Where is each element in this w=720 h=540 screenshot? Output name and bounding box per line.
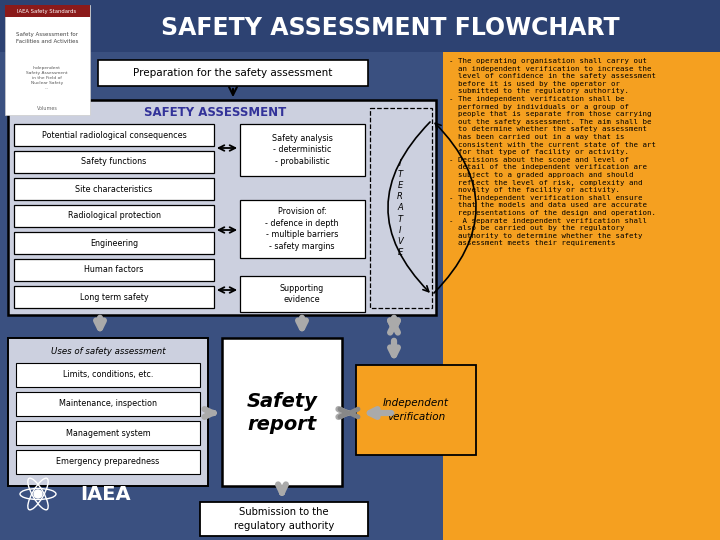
Bar <box>200 502 368 536</box>
Text: IAEA: IAEA <box>80 484 130 503</box>
Bar <box>14 151 214 173</box>
Bar <box>0 0 720 52</box>
Text: Uses of safety assessment: Uses of safety assessment <box>50 348 166 356</box>
Text: Safety analysis
- deterministic
- probabilistic: Safety analysis - deterministic - probab… <box>271 134 333 166</box>
Bar <box>16 392 200 416</box>
Bar <box>222 338 342 486</box>
Bar <box>370 108 432 308</box>
Text: Radiological protection: Radiological protection <box>68 212 161 220</box>
Text: Management system: Management system <box>66 429 150 437</box>
Bar <box>14 232 214 254</box>
Text: Safety functions: Safety functions <box>81 158 147 166</box>
Bar <box>14 205 214 227</box>
Text: SAFETY ASSESSMENT FLOWCHART: SAFETY ASSESSMENT FLOWCHART <box>161 16 619 40</box>
Bar <box>240 276 365 312</box>
Text: Safety
report: Safety report <box>246 392 318 434</box>
Bar <box>370 108 432 308</box>
Text: Submission to the
regulatory authority: Submission to the regulatory authority <box>234 508 334 531</box>
Text: Safety Assessment for
Facilities and Activities: Safety Assessment for Facilities and Act… <box>16 32 78 44</box>
Text: Preparation for the safety assessment: Preparation for the safety assessment <box>133 68 333 78</box>
Text: SAFETY ASSESSMENT: SAFETY ASSESSMENT <box>144 106 286 119</box>
Bar <box>14 178 214 200</box>
Text: Human factors: Human factors <box>84 266 144 274</box>
Text: Site characteristics: Site characteristics <box>76 185 153 193</box>
Text: IAEA Safety Standards: IAEA Safety Standards <box>17 9 76 14</box>
Text: Supporting
evidence: Supporting evidence <box>280 284 324 304</box>
Text: Independent
verification: Independent verification <box>383 399 449 422</box>
Bar <box>240 200 365 258</box>
Text: - The operating organisation shall carry out
  an independent verification to in: - The operating organisation shall carry… <box>449 58 656 246</box>
Bar <box>16 363 200 387</box>
Bar <box>14 286 214 308</box>
Bar <box>5 5 90 115</box>
Text: Potential radiological consequences: Potential radiological consequences <box>42 131 186 139</box>
Bar <box>356 365 476 455</box>
Bar <box>16 450 200 474</box>
Bar <box>5 5 90 17</box>
Bar <box>240 124 365 176</box>
Text: Provision of:
- defence in depth
- multiple barriers
- safety margins: Provision of: - defence in depth - multi… <box>265 207 338 251</box>
Text: I
T
E
R
A
T
I
V
E: I T E R A T I V E <box>397 159 403 257</box>
Text: Engineering: Engineering <box>90 239 138 247</box>
Text: Volumes: Volumes <box>37 105 58 111</box>
Bar <box>8 338 208 486</box>
Bar <box>98 60 368 86</box>
Text: Emergency preparedness: Emergency preparedness <box>56 457 160 467</box>
Text: Maintenance, inspection: Maintenance, inspection <box>59 400 157 408</box>
Bar <box>8 100 436 315</box>
Text: Independent
Safety Assessment
in the Field of
Nuclear Safety
...: Independent Safety Assessment in the Fie… <box>26 65 68 90</box>
Text: Limits, conditions, etc.: Limits, conditions, etc. <box>63 370 153 380</box>
Circle shape <box>34 490 42 498</box>
Bar <box>14 124 214 146</box>
Bar <box>14 259 214 281</box>
Bar <box>443 52 720 540</box>
Bar <box>16 421 200 445</box>
Text: Long term safety: Long term safety <box>80 293 148 301</box>
